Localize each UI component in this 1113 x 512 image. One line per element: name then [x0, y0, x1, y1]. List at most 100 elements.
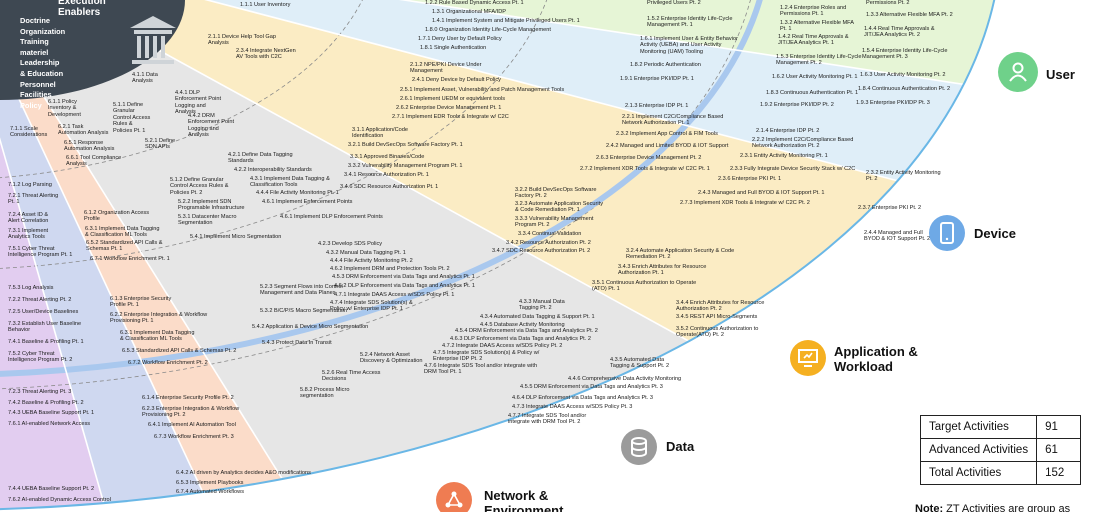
- pillar-label-application: Application & Workload: [834, 344, 918, 374]
- activity-label: 7.1.2 Log Parsing: [8, 182, 52, 188]
- activity-label: 5.2.2 Implement SDN Programable Infrastr…: [178, 199, 245, 212]
- activity-label: 4.7.7 Integrate SDS Tool and/or integrat…: [508, 413, 587, 426]
- activity-label: 1.5.4 Enterprise Identity Life-Cycle Man…: [862, 48, 948, 61]
- activity-label: 4.2.2 Interoperability Standards: [234, 167, 312, 173]
- activity-label: 6.5.3 Standardized API Calls & Schemas P…: [122, 348, 237, 354]
- activity-label: 6.1.4 Enterprise Security Profile Pt. 2: [142, 395, 234, 401]
- activity-label: 4.6.2 DLP Enforcement via Data Tags and …: [334, 283, 475, 289]
- activity-label: 2.3.1 Entity Activity Monitoring Pt. 1: [740, 153, 828, 159]
- activity-label: 4.3.4 Automated Data Tagging & Support P…: [480, 314, 595, 320]
- activity-label: 4.6.1 Implement DLP Enforcement Points: [280, 214, 383, 220]
- activity-label: 5.1.2 Define Granular Control Access Rul…: [170, 177, 229, 196]
- totals-row: Total Activities 152: [919, 461, 1082, 485]
- activity-label: 6.2.3 Enterprise Integration & Workflow …: [142, 406, 240, 419]
- activity-label: 4.1.1 Data Analysis: [132, 72, 158, 85]
- enablers-list: Doctrine Organization Training materiel …: [20, 16, 65, 111]
- totals-value: 91: [1036, 415, 1082, 439]
- activity-label: 3.4.4 Enrich Attributes for Resource Aut…: [676, 300, 765, 313]
- activity-label: 7.4.4 UEBA Baseline Support Pt. 2: [8, 486, 95, 492]
- activity-label: 7.1.1 Scale Considerations: [10, 126, 48, 139]
- activity-label: 4.6.1 Implement Enforcement Points: [262, 199, 353, 205]
- activity-label: 4.7.6 Integrate SDS Tool and/or integrat…: [424, 363, 538, 376]
- activity-label: 4.7.5 Integrate SDS Solution(s) & Policy…: [433, 350, 540, 363]
- totals-value: 61: [1036, 438, 1082, 462]
- activity-label: 7.3.1 Implement Analytics Tools: [8, 228, 49, 241]
- activity-label: 4.4.4 File Activity Monitoring Pt. 1: [256, 190, 339, 196]
- activity-label: 1.2.2 Rule Based Dynamic Access Pt. 1: [425, 0, 524, 6]
- activity-label: 4.5.5 DRM Enforcement via Data Tags and …: [520, 384, 663, 390]
- pillar-label-network: Network & Environment: [484, 488, 564, 512]
- activity-label: 3.3.4 Continual Validation: [518, 231, 582, 237]
- activity-label: 1.9.2 Enterprise PKI/IDP Pt. 2: [760, 102, 834, 108]
- activity-label: 4.2.1 Define Data Tagging Standards: [228, 152, 293, 165]
- totals-row: Target Activities 91: [919, 415, 1082, 439]
- activity-label: 3.1.1 Application/Code Identification: [352, 127, 408, 140]
- activity-label: 2.1.3 Enterprise IDP Pt. 1: [625, 103, 689, 109]
- activity-label: 7.5.1 Cyber Threat Intelligence Program …: [8, 246, 73, 259]
- activity-label: 1.6.1 Implement User & Entity Behavior A…: [640, 36, 738, 55]
- activity-label: 5.2.1 Define SDN APIs: [145, 138, 176, 151]
- activity-label: 7.5.3 Log Analysis: [8, 285, 54, 291]
- activity-label: 6.1.2 Organization Access Profile: [84, 210, 149, 223]
- enabler-item: Personnel: [20, 79, 56, 89]
- activity-label: 6.5.3 Implement Playbooks: [176, 480, 244, 486]
- activity-label: 1.1.1 User Inventory: [240, 2, 291, 8]
- activity-label: 6.7.2 Workflow Enrichment Pt. 2: [128, 360, 208, 366]
- activity-label: 3.4.5 REST API Micro-Segments: [676, 314, 758, 320]
- totals-label: Advanced Activities: [919, 438, 1038, 462]
- enabler-item: Policy: [20, 100, 42, 110]
- activity-label: 3.4.2 Resource Authorization Pt. 2: [506, 240, 591, 246]
- activity-label: 7.3.2 Establish User Baseline Behavior: [8, 321, 82, 334]
- activity-label: 2.3.2 Entity Activity Monitoring Pt. 2: [866, 170, 941, 183]
- activity-label: Privileged Users Pt. 2: [647, 0, 701, 6]
- activity-label: 7.4.3 UEBA Baseline Support Pt. 1: [8, 410, 95, 416]
- activity-label: 2.4.1 Deny Device by Default Policy: [412, 77, 501, 83]
- activity-label: 6.3.1 Implement Data Tagging & Classific…: [85, 226, 160, 239]
- enabler-item: Training: [20, 37, 49, 47]
- activity-label: 4.3.1 Implement Data Tagging & Classific…: [250, 176, 330, 189]
- activity-label: 1.8.3 Continuous Authentication Pt. 1: [766, 90, 859, 96]
- activity-label: 6.2.1 Task Automation Analysis: [58, 124, 109, 137]
- activity-label: 1.3.2 Alternative Flexible MFA Pt. 1: [780, 20, 854, 33]
- activity-label: 4.4.6 Comprehensive Data Activity Monito…: [568, 376, 682, 382]
- activity-label: 4.2.3 Develop SDS Policy: [318, 241, 383, 247]
- activity-label: 3.2.1 Build DevSecOps Software Factory P…: [348, 142, 463, 148]
- activity-label: 5.4.3 Protect Data In Transit: [262, 340, 332, 346]
- activity-label: 6.7.1 Workflow Enrichment Pt. 1: [90, 256, 170, 262]
- activity-label: 6.1.1 Policy Inventory & Development: [48, 99, 81, 118]
- activity-label: 2.7.1 Implement EDR Tools & Integrate w/…: [392, 114, 509, 120]
- activity-label: 2.3.2 Implement App Control & FIM Tools: [616, 131, 718, 137]
- band-user: [0, 0, 1002, 120]
- activity-label: 2.6.1 Implement UEDM or equivalent tools: [400, 96, 506, 102]
- activity-label: 6.4.1 Implement AI Automation Tool: [148, 422, 236, 428]
- activity-label: 4.4.1 DLP Enforcement Point Logging and …: [175, 90, 222, 116]
- activity-label: 7.2.2 Threat Alerting Pt. 2: [8, 297, 72, 303]
- activity-label: 3.4.3 Enrich Attributes for Resource Aut…: [618, 264, 707, 277]
- activity-label: 4.3.5 Automated Data Tagging & Support P…: [610, 357, 670, 370]
- activity-label: 2.6.2 Enterprise Device Management Pt. 1: [396, 105, 502, 111]
- activity-label: 2.1.4 Enterprise IDP Pt. 2: [756, 128, 820, 134]
- activity-label: 4.5.3 DRM Enforcement via Data Tags and …: [332, 274, 475, 280]
- user-icon: [998, 52, 1038, 92]
- activity-label: 4.6.4 DLP Enforcement via Data Tags and …: [512, 395, 653, 401]
- activity-label: 1.2.4 Enterprise Roles and Permissions P…: [780, 5, 847, 18]
- activity-label: 4.6.2 Implement DRM and Protection Tools…: [330, 266, 450, 272]
- activity-label: 5.4.1 Implement Micro Segmentation: [190, 234, 282, 240]
- network-icon: [436, 482, 472, 512]
- activity-label: 1.8.0 Organization Identity Life-Cycle M…: [425, 27, 551, 33]
- activity-label: 1.9.3 Enterprise PKI/IDP Pt. 3: [856, 100, 930, 106]
- activity-label: 3.3.1 Approved Binaries/Code: [350, 154, 425, 160]
- activity-label: 1.4.1 Implement System and Mitigate Priv…: [432, 18, 580, 24]
- activity-label: 4.6.3 DLP Enforcement via Data Tags and …: [450, 336, 591, 342]
- activity-label: 2.4.2 Managed and Limited BYOD & IOT Sup…: [606, 143, 729, 149]
- enabler-item: Leadership & Education: [20, 58, 64, 78]
- activity-label: 5.4.2 Application & Device Micro Segment…: [252, 324, 369, 330]
- activity-label: 6.7.3 Workflow Enrichment Pt. 3: [154, 434, 234, 440]
- activity-label: 2.7.3 Implement XDR Tools & Integrate w/…: [680, 200, 810, 206]
- activity-label: 2.4.3 Managed and Full BYOD & IOT Suppor…: [698, 190, 825, 196]
- activity-label: 2.4.4 Managed and Full BYOD & IOT Suppor…: [864, 230, 931, 243]
- activity-label: 5.3.1 Datacenter Macro Segmentation: [178, 214, 237, 227]
- activity-label: 4.4.4 File Activity Monitoring Pt. 2: [330, 258, 413, 264]
- enablers-hub-edge: [0, 0, 1, 100]
